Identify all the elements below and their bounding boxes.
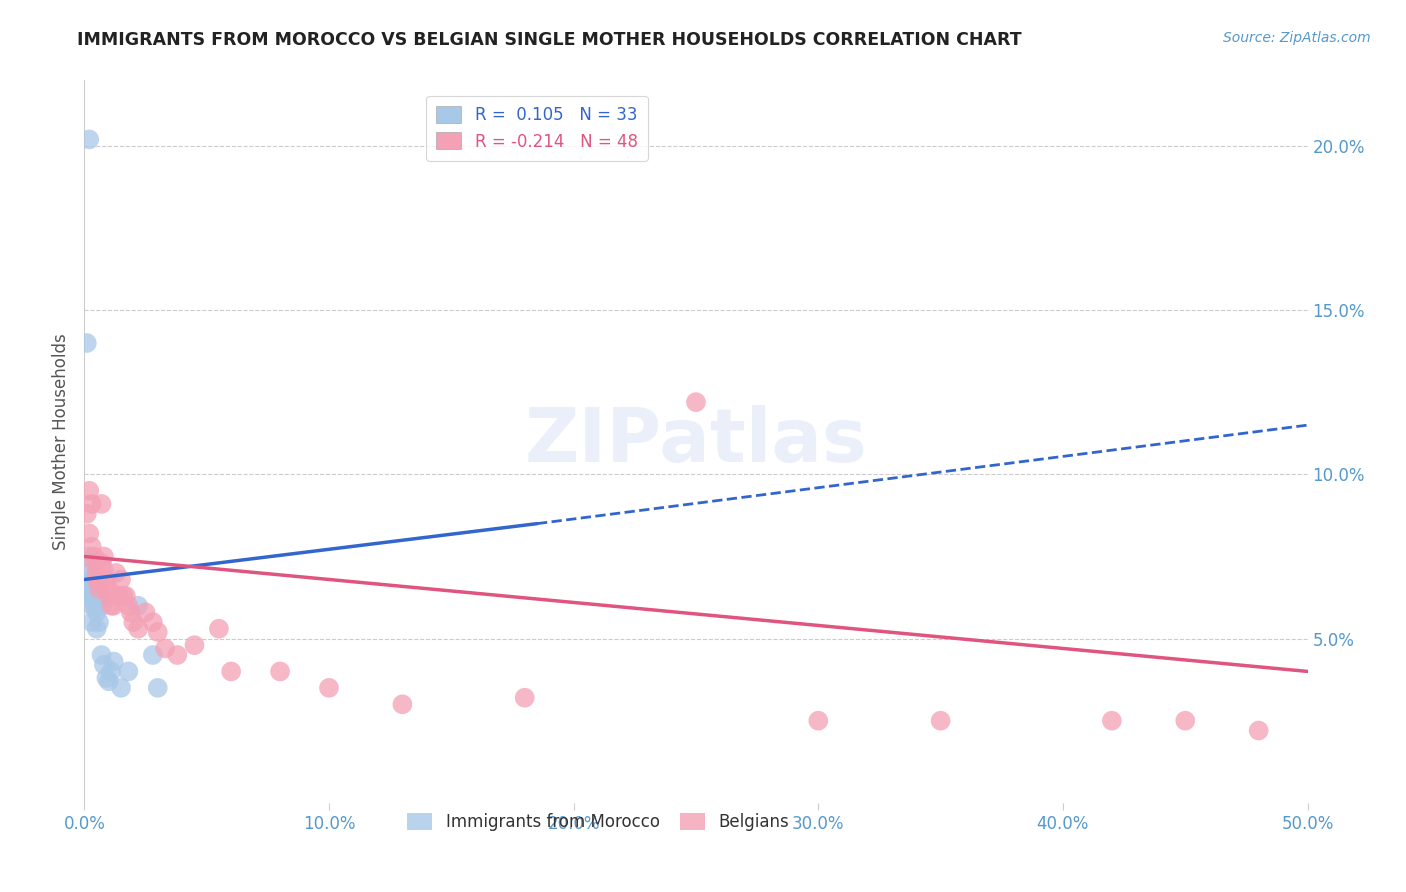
Point bbox=[146, 625, 169, 640]
Point bbox=[77, 575, 100, 590]
Point bbox=[76, 582, 98, 597]
Point bbox=[135, 605, 157, 619]
Point bbox=[83, 549, 105, 564]
Point bbox=[115, 589, 138, 603]
Point bbox=[110, 573, 132, 587]
Point bbox=[208, 622, 231, 636]
Point bbox=[80, 589, 103, 603]
Point bbox=[77, 549, 100, 564]
Text: IMMIGRANTS FROM MOROCCO VS BELGIAN SINGLE MOTHER HOUSEHOLDS CORRELATION CHART: IMMIGRANTS FROM MOROCCO VS BELGIAN SINGL… bbox=[77, 31, 1022, 49]
Point bbox=[1174, 714, 1197, 728]
Point bbox=[83, 592, 105, 607]
Point bbox=[80, 599, 103, 613]
Point bbox=[103, 655, 125, 669]
Point bbox=[112, 589, 135, 603]
Point bbox=[97, 674, 120, 689]
Text: Source: ZipAtlas.com: Source: ZipAtlas.com bbox=[1223, 31, 1371, 45]
Point bbox=[1247, 723, 1270, 738]
Point bbox=[76, 507, 98, 521]
Point bbox=[87, 582, 110, 597]
Point bbox=[83, 599, 105, 613]
Point bbox=[96, 671, 118, 685]
Point bbox=[86, 573, 108, 587]
Point bbox=[183, 638, 205, 652]
Point bbox=[122, 615, 145, 630]
Point bbox=[87, 615, 110, 630]
Point bbox=[318, 681, 340, 695]
Point bbox=[391, 698, 413, 712]
Point bbox=[97, 582, 120, 597]
Point bbox=[90, 599, 112, 613]
Legend: Immigrants from Morocco, Belgians: Immigrants from Morocco, Belgians bbox=[401, 806, 796, 838]
Point bbox=[80, 540, 103, 554]
Point bbox=[83, 556, 105, 570]
Point bbox=[269, 665, 291, 679]
Point bbox=[117, 599, 139, 613]
Point bbox=[86, 582, 108, 597]
Point bbox=[87, 592, 110, 607]
Point bbox=[100, 599, 122, 613]
Point bbox=[77, 566, 100, 580]
Point bbox=[93, 563, 115, 577]
Point bbox=[166, 648, 188, 662]
Point bbox=[107, 589, 129, 603]
Point bbox=[807, 714, 830, 728]
Point bbox=[86, 622, 108, 636]
Point bbox=[146, 681, 169, 695]
Point bbox=[142, 648, 165, 662]
Point bbox=[96, 573, 118, 587]
Point bbox=[127, 622, 149, 636]
Point bbox=[685, 395, 707, 409]
Point bbox=[80, 497, 103, 511]
Point bbox=[105, 566, 128, 580]
Point bbox=[103, 599, 125, 613]
Point bbox=[77, 483, 100, 498]
Point bbox=[90, 497, 112, 511]
Point bbox=[86, 566, 108, 580]
Point bbox=[87, 575, 110, 590]
Y-axis label: Single Mother Households: Single Mother Households bbox=[52, 334, 70, 549]
Point bbox=[77, 132, 100, 146]
Point bbox=[153, 641, 176, 656]
Point bbox=[1101, 714, 1123, 728]
Point bbox=[90, 648, 112, 662]
Point bbox=[80, 582, 103, 597]
Point bbox=[929, 714, 952, 728]
Point bbox=[76, 573, 98, 587]
Point bbox=[110, 681, 132, 695]
Point bbox=[86, 589, 108, 603]
Point bbox=[93, 549, 115, 564]
Point bbox=[76, 336, 98, 351]
Point bbox=[120, 605, 142, 619]
Point bbox=[97, 589, 120, 603]
Text: ZIPatlas: ZIPatlas bbox=[524, 405, 868, 478]
Point bbox=[96, 582, 118, 597]
Point bbox=[513, 690, 536, 705]
Point bbox=[219, 665, 242, 679]
Point bbox=[117, 665, 139, 679]
Point bbox=[77, 589, 100, 603]
Point bbox=[127, 599, 149, 613]
Point bbox=[100, 665, 122, 679]
Point bbox=[80, 615, 103, 630]
Point bbox=[77, 526, 100, 541]
Point bbox=[86, 605, 108, 619]
Point bbox=[90, 556, 112, 570]
Point bbox=[86, 599, 108, 613]
Point bbox=[93, 657, 115, 672]
Point bbox=[142, 615, 165, 630]
